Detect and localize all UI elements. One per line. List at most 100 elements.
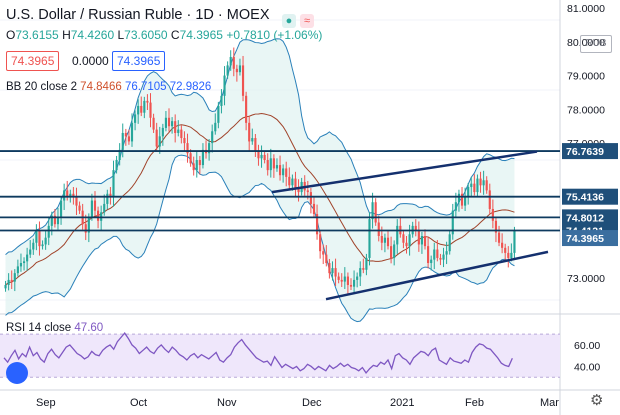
candle-body [10, 279, 13, 282]
candle-body [396, 225, 399, 245]
candle-body [272, 158, 275, 169]
candle-body [4, 284, 7, 289]
candle-body [251, 138, 254, 142]
candle-body [473, 183, 476, 193]
candle-body [352, 279, 356, 287]
candle-body [66, 190, 69, 198]
candle-body [56, 217, 60, 225]
candle-body [439, 257, 442, 260]
candle-body [112, 170, 115, 198]
price-tick-label: 73.0000 [567, 273, 605, 285]
last-price-tag [562, 230, 618, 247]
currency-badge[interactable]: RUB [580, 35, 612, 53]
candle-body [430, 259, 433, 264]
candle-body [359, 268, 362, 277]
candle-body [248, 122, 251, 142]
candle-body [245, 95, 248, 123]
candle-body [59, 200, 63, 218]
candle-body [72, 193, 75, 198]
candle-body [328, 263, 331, 274]
pin-icon[interactable]: ≈ [300, 14, 314, 28]
candle-body [365, 257, 368, 270]
candle-body [291, 178, 294, 186]
candle-body [32, 242, 35, 250]
buy-button[interactable]: 74.3965 [112, 51, 166, 71]
time-tick-label: Mar [540, 397, 559, 409]
candle-body [192, 163, 195, 171]
candle-body [510, 252, 513, 258]
candle-body [362, 268, 365, 270]
candle-body [254, 138, 257, 152]
close-value: 74.3965 [179, 28, 223, 42]
candle-body [349, 284, 353, 287]
candle-body [180, 129, 183, 139]
candle-body [294, 178, 297, 189]
candle-body [87, 217, 90, 233]
bollinger-legend[interactable]: BB 20 close 2 74.8466 76.7105 72.9826 [6, 81, 212, 93]
bollinger-fill [5, 38, 515, 322]
rsi-legend[interactable]: RSI 14 close 47.60 [6, 322, 104, 334]
chart-title: U.S. Dollar / Russian Ruble · 1D · MOEX [6, 7, 270, 23]
candle-body [22, 261, 26, 264]
candle-body [137, 105, 140, 115]
level-price-tag [562, 188, 618, 205]
candle-body [485, 180, 488, 191]
bb-basis-value: 74.8466 [80, 81, 122, 93]
candle-body [451, 210, 454, 235]
candle-body [405, 242, 408, 247]
rsi-tick-label: 40.00 [574, 361, 600, 373]
ohlc-line: O73.6155 H74.4260 L73.6050 C74.3965 +0.7… [6, 28, 323, 42]
candle-body [356, 276, 359, 280]
candle-body [504, 247, 507, 253]
candle-body [285, 168, 288, 177]
candle-body [164, 117, 168, 128]
candle-body [322, 251, 325, 255]
channel-lower-line [325, 250, 549, 301]
candle-body [238, 65, 242, 73]
price-tick-label: 79.0000 [567, 71, 605, 83]
candle-body [454, 202, 457, 211]
candle-body [343, 276, 346, 282]
candle-body [174, 121, 177, 133]
candle-body [278, 165, 282, 176]
bb-lower-value: 72.9826 [169, 81, 212, 93]
candle-body [501, 242, 504, 248]
candle-body [448, 234, 451, 252]
candle-body [118, 149, 121, 160]
candle-body [383, 237, 386, 243]
candle-body [198, 160, 201, 166]
open-value: 73.6155 [15, 28, 59, 42]
gear-icon[interactable]: ⚙ [590, 392, 604, 409]
candle-body [393, 244, 396, 258]
candle-body [507, 252, 510, 258]
candle-body [325, 254, 328, 264]
sell-button[interactable]: 74.3965 [6, 51, 60, 71]
candle-body [282, 168, 285, 176]
channel-upper-line [271, 150, 538, 194]
candle-body [402, 234, 405, 243]
candle-body [90, 200, 93, 218]
candle-body [315, 214, 319, 235]
candle-body [269, 158, 272, 171]
candle-body [491, 208, 494, 221]
candle-body [208, 143, 211, 154]
candle-body [19, 263, 23, 267]
candle-body [479, 178, 482, 186]
level-price-tag [562, 209, 618, 226]
candle-body [152, 117, 155, 130]
rsi-tick-label: 60.00 [574, 340, 600, 352]
candle-body [235, 68, 238, 73]
candle-body [390, 246, 393, 258]
price-tick-label: 81.0000 [567, 3, 605, 15]
candle-body [149, 102, 152, 118]
candle-body [16, 266, 19, 274]
candle-body [467, 187, 470, 198]
time-tick-label: 2021 [390, 397, 414, 409]
candle-body [171, 121, 174, 127]
candle-body [232, 56, 235, 69]
candle-body [158, 136, 161, 147]
candle-body [420, 236, 424, 245]
spread-value: 0.0000 [72, 54, 109, 68]
eye-icon[interactable]: ● [282, 14, 296, 28]
